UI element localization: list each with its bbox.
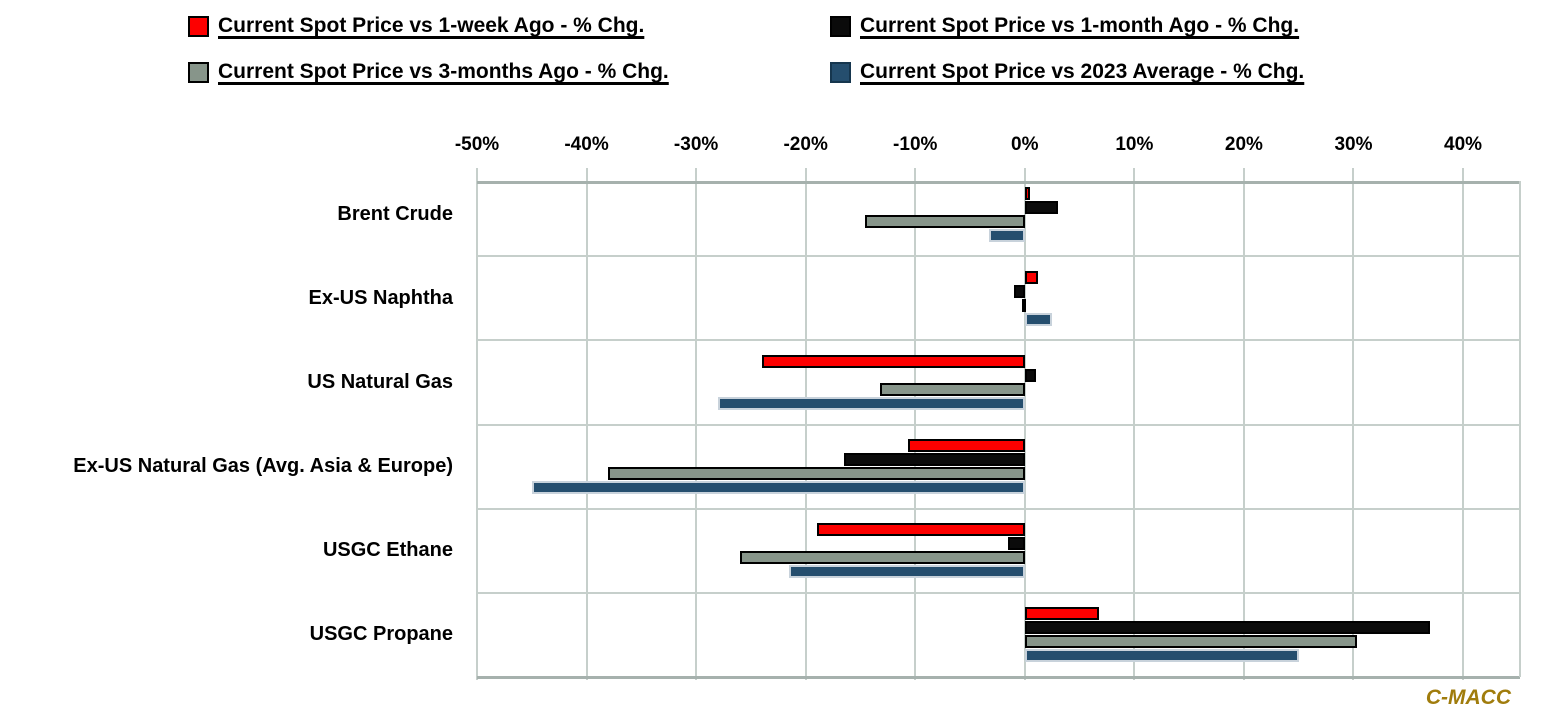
bar-series2-cat6 [1024,621,1431,635]
bar-series4-cat3 [718,396,1025,410]
legend-label: Current Spot Price vs 3-months Ago - % C… [218,60,669,83]
horizontal-gridline [477,255,1520,258]
category-label: USGC Propane [309,623,453,646]
legend-label: Current Spot Price vs 2023 Average - % C… [860,60,1305,83]
legend-label: Current Spot Price vs 1-month Ago - % Ch… [860,14,1300,37]
bottom-axis-line [477,676,1520,679]
legend-swatch-icon [188,15,209,37]
bar-series4-cat4 [531,481,1025,495]
bar-series1-cat1 [1024,186,1031,200]
bar-series2-cat5 [1008,537,1025,551]
horizontal-gridline [477,591,1520,594]
legend-swatch-icon [830,15,851,37]
x-axis-tick-label: 30% [1334,134,1373,155]
legend-swatch-icon [830,61,851,83]
bar-series1-cat3 [761,354,1025,368]
bar-series4-cat2 [1024,312,1053,326]
category-label: Ex-US Naphtha [308,286,453,309]
top-axis-line [477,181,1520,184]
horizontal-gridline [477,423,1520,426]
bar-series4-cat5 [789,565,1025,579]
x-axis-tick-label: 0% [1011,134,1039,155]
x-axis-tick-label: -30% [673,134,719,155]
bar-series1-cat6 [1024,607,1100,621]
bar-series4-cat1 [988,228,1025,242]
brand-cmacc: C-MACC [1425,686,1511,709]
x-axis-tick-label: 20% [1224,134,1263,155]
bar-series3-cat3 [880,382,1025,396]
bar-series1-cat5 [816,523,1025,537]
bar-series2-cat1 [1024,200,1058,214]
bar-series3-cat4 [608,467,1025,481]
legend-swatch-icon [188,61,209,83]
horizontal-gridline [477,507,1520,510]
x-axis-tick-label: -50% [454,134,500,155]
category-label: US Natural Gas [307,370,453,393]
bar-series4-cat6 [1024,649,1299,663]
bar-series3-cat6 [1024,635,1357,649]
legend-item: Current Spot Price vs 3-months Ago - % C… [188,54,669,90]
x-axis-tick-label: -20% [783,134,828,155]
bar-series1-cat2 [1024,270,1038,284]
x-axis-tick-label: 40% [1444,134,1483,155]
category-label: Brent Crude [337,202,453,225]
bar-series3-cat1 [864,214,1025,228]
x-axis-tick-label: 10% [1115,134,1154,155]
bar-series1-cat4 [907,439,1025,453]
legend-item: Current Spot Price vs 2023 Average - % C… [830,54,1304,90]
right-plot-border [1519,181,1521,677]
bar-series3-cat5 [739,551,1025,565]
legend-item: Current Spot Price vs 1-month Ago - % Ch… [830,8,1299,44]
bar-series2-cat4 [844,453,1025,467]
horizontal-gridline [477,339,1520,342]
legend-item: Current Spot Price vs 1-week Ago - % Chg… [188,8,644,44]
x-axis-tick-label: -40% [564,134,609,155]
legend-label: Current Spot Price vs 1-week Ago - % Chg… [218,14,645,37]
category-label: USGC Ethane [322,539,453,562]
x-axis-tick-label: -10% [893,134,938,155]
bar-series2-cat2 [1013,284,1025,298]
bar-series3-cat2 [1021,298,1026,312]
bar-series2-cat3 [1024,368,1036,382]
category-label: Ex-US Natural Gas (Avg. Asia & Europe) [73,455,453,478]
